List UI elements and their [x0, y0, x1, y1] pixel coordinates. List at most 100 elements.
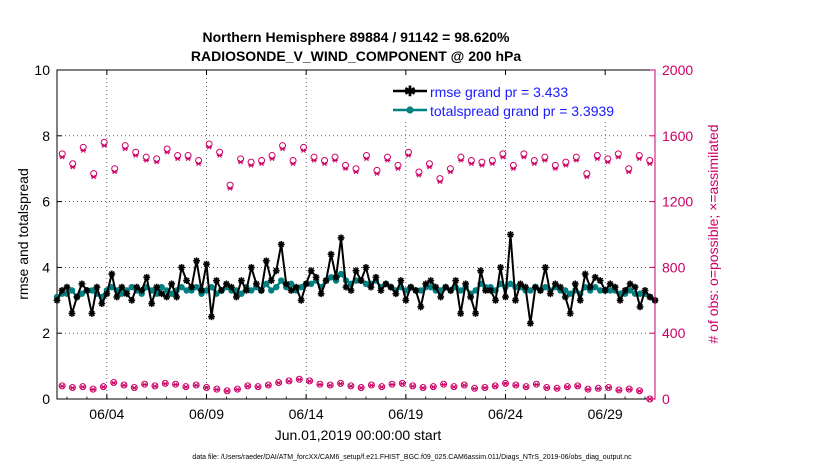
rmse-marker-stroke: [203, 261, 210, 268]
rmse-marker-stroke: [467, 293, 474, 301]
spread-point: [183, 287, 190, 294]
rmse-point: [581, 270, 589, 278]
rmse-marker-stroke: [367, 284, 374, 291]
rmse-point: [532, 283, 539, 291]
obs-high-assimilated-point: [374, 171, 380, 176]
obs-low-assimilated-point: [461, 383, 468, 388]
obs-low-possible-point: [172, 380, 180, 388]
rmse-marker-stroke: [268, 277, 275, 284]
obs-asterisk-stroke: [332, 158, 338, 163]
spread-point: [417, 287, 424, 294]
obs-asterisk-stroke: [343, 166, 348, 172]
rmse-marker-stroke: [113, 293, 120, 301]
rmse-marker-stroke: [512, 297, 519, 304]
grid: [57, 70, 655, 399]
obs-asterisk-stroke: [458, 158, 464, 163]
rmse-point: [203, 260, 210, 268]
obs-low-assimilated-point: [368, 383, 375, 388]
obs-asterisk-stroke: [59, 154, 65, 160]
rmse-point: [188, 283, 195, 291]
rmse-point: [183, 277, 190, 284]
obs-asterisk-stroke: [441, 382, 446, 387]
legend-spread-marker: [406, 106, 414, 114]
rmse-marker-stroke: [243, 287, 250, 294]
obs-asterisk-stroke: [521, 154, 527, 160]
obs-asterisk-stroke: [185, 156, 191, 162]
obs-asterisk-stroke: [206, 145, 212, 150]
y-tick-label-right: 1600: [662, 128, 693, 144]
obs-low-assimilated-point: [224, 388, 230, 394]
obs-asterisk-stroke: [369, 383, 374, 388]
rmse-marker-stroke: [482, 287, 489, 294]
obs-low-assimilated-point: [440, 382, 447, 387]
x-tick-label: 06/14: [289, 406, 324, 422]
rmse-marker-stroke: [517, 280, 524, 287]
rmse-point: [193, 257, 200, 265]
y-axis-label-right: # of obs: o=possible; ×=assimilated: [705, 124, 721, 343]
obs-low-assimilated-point: [286, 378, 292, 384]
obs-asterisk-stroke: [143, 158, 149, 163]
rmse-marker-stroke: [298, 297, 305, 304]
obs-low-assimilated-point: [59, 383, 65, 389]
rmse-marker-stroke: [577, 297, 584, 304]
rmse-point: [362, 264, 370, 271]
obs-low-possible-point: [429, 383, 437, 391]
rmse-point: [616, 296, 624, 304]
obs-low-possible-point: [481, 383, 489, 391]
rmse-point: [143, 273, 151, 281]
x-tick-label: 06/24: [488, 406, 523, 422]
obs-asterisk-stroke: [142, 382, 147, 387]
obs-low-possible-point: [367, 381, 375, 389]
obs-high-assimilated-point: [153, 159, 160, 165]
obs-high-assimilated-point: [416, 172, 422, 178]
obs-asterisk-stroke: [70, 164, 76, 170]
rmse-point: [432, 283, 440, 291]
rmse-point: [108, 270, 116, 278]
obs-asterisk-stroke: [322, 161, 327, 167]
rmse-point: [103, 290, 111, 298]
obs-high-assimilated-point: [101, 143, 108, 148]
obs-asterisk-stroke: [636, 156, 642, 162]
rmse-marker-stroke: [63, 284, 70, 291]
y-tick-label-right: 1200: [662, 194, 693, 210]
rmse-marker-stroke: [477, 267, 484, 274]
obs-asterisk-stroke: [574, 158, 579, 163]
spread-point: [567, 290, 574, 297]
rmse-point: [133, 283, 141, 291]
obs-low-assimilated-point: [409, 383, 416, 389]
rmse-point: [452, 277, 460, 284]
rmse-point: [646, 293, 654, 301]
obs-low-assimilated-point: [378, 384, 385, 390]
obs-low-assimilated-point: [430, 384, 437, 390]
rmse-marker-stroke: [497, 264, 504, 271]
rmse-point: [482, 287, 489, 294]
obs-asterisk-stroke: [511, 166, 516, 172]
obs-high-assimilated-point: [300, 148, 307, 153]
obs-low-assimilated-point: [358, 385, 364, 391]
obs-asterisk-stroke: [575, 383, 580, 389]
obs-asterisk-stroke: [420, 385, 426, 391]
rmse-point: [502, 293, 509, 301]
rmse-point: [113, 293, 121, 301]
obs-low-possible-point: [491, 382, 499, 390]
rmse-marker-stroke: [173, 293, 180, 301]
rmse-point: [307, 267, 315, 275]
rmse-marker-stroke: [53, 297, 61, 304]
obs-high-assimilated-point: [584, 174, 590, 180]
rmse-point: [566, 310, 574, 317]
obs-low-assimilated-point: [389, 382, 395, 387]
rmse-marker-stroke: [343, 284, 350, 291]
obs-low-assimilated-point: [203, 385, 210, 391]
rmse-point: [377, 287, 385, 294]
obs-low-possible-point: [141, 380, 149, 388]
obs-high-assimilated-point: [384, 158, 391, 163]
obs-low-assimilated-point: [451, 384, 457, 390]
obs-high-assimilated-point: [646, 161, 653, 167]
obs-asterisk-stroke: [269, 156, 275, 162]
obs-low-possible-point: [378, 383, 386, 391]
rmse-point: [387, 283, 395, 291]
obs-low-possible-point: [574, 382, 582, 390]
obs-asterisk-stroke: [266, 383, 271, 388]
spread-point: [273, 283, 280, 291]
obs-high-assimilated-point: [111, 169, 118, 175]
